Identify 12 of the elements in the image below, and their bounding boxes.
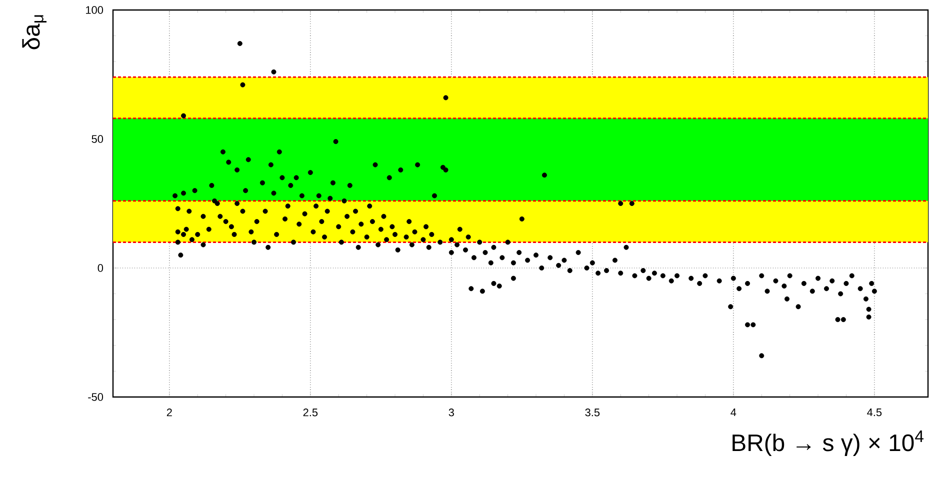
y-tick-label: 100 (86, 6, 104, 14)
y-tick-label: 50 (92, 135, 104, 143)
x-tick-label: 3 (448, 408, 454, 416)
x-tick-label: 2.5 (303, 408, 318, 416)
x-tick-label: 3.5 (585, 408, 600, 416)
y-tick-label: -50 (88, 393, 104, 401)
x-tick-label: 2 (166, 408, 172, 416)
x-tick-label: 4.5 (867, 408, 882, 416)
y-tick-label: 0 (98, 264, 104, 272)
x-tick-label: 4 (730, 408, 736, 416)
y-axis-title: δa$_{μ}$ (22, 15, 46, 50)
x-axis-title: BR(b → s γ) × 10$^{4}$ (732, 430, 924, 456)
